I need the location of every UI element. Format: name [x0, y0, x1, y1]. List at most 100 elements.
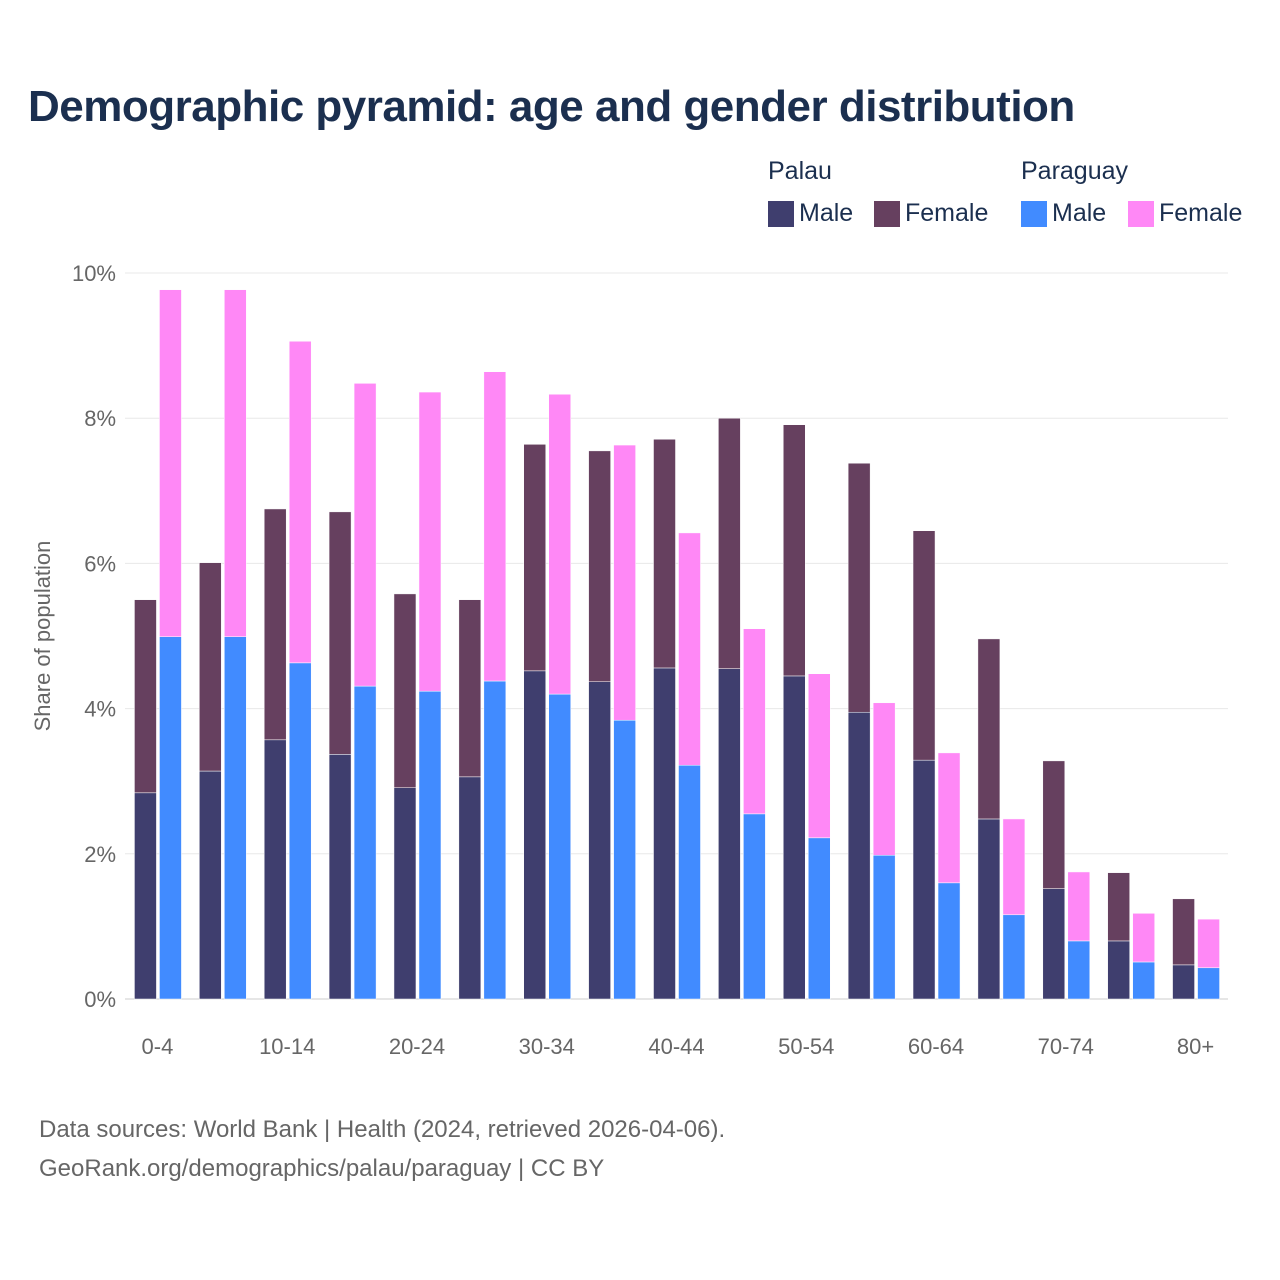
bar-paraguay-male-0-4 [159, 636, 182, 1000]
legend-group-paraguay: Paraguay [1021, 157, 1129, 185]
bar-paraguay-male-5-9 [224, 636, 247, 1000]
x-tick-label: 0-4 [142, 1034, 174, 1059]
legend-label: Male [1052, 199, 1107, 227]
bar-palau-male-60-64 [912, 759, 936, 1000]
bar-palau-male-30-34 [523, 670, 546, 1000]
bar-palau-male-55-59 [847, 711, 871, 1000]
bar-palau-male-65-69 [977, 818, 1001, 1000]
chart-title: Demographic pyramid: age and gender dist… [28, 82, 1075, 131]
legend-paraguay-male[interactable]: Male [1021, 199, 1106, 228]
bar-palau-female-55-59 [847, 462, 871, 713]
bar-palau-male-50-54 [783, 675, 806, 1000]
bar-palau-female-20-24 [393, 593, 417, 788]
footer-link[interactable]: GeoRank.org/demographics/palau/paraguay … [39, 1155, 605, 1182]
bar-paraguay-female-70-74 [1067, 871, 1091, 942]
x-tick-label: 40-44 [648, 1034, 704, 1059]
footer-sources: Data sources: World Bank | Health (2024,… [39, 1116, 726, 1143]
bar-palau-female-30-34 [523, 444, 546, 672]
bar-palau-male-75-79 [1107, 940, 1130, 1000]
bar-paraguay-male-40-44 [678, 764, 701, 1000]
y-axis-label: Share of population [30, 541, 55, 732]
y-tick-label: 0% [84, 987, 116, 1012]
bar-palau-male-80+ [1172, 964, 1195, 1000]
bar-palau-female-10-14 [263, 508, 287, 741]
bar-palau-male-70-74 [1042, 888, 1066, 1000]
legend-label: Male [799, 199, 854, 227]
bar-palau-male-10-14 [263, 739, 287, 1000]
x-tick-label: 70-74 [1038, 1034, 1094, 1059]
bar-palau-female-25-29 [458, 599, 482, 778]
bar-paraguay-male-35-39 [613, 719, 636, 1000]
bar-palau-male-15-19 [328, 754, 352, 1000]
bar-paraguay-male-30-34 [548, 693, 571, 1000]
bar-paraguay-male-80+ [1197, 967, 1220, 1000]
bar-palau-female-75-79 [1107, 872, 1130, 942]
bar-paraguay-male-60-64 [937, 882, 961, 1000]
bar-palau-female-15-19 [328, 511, 352, 755]
bar-palau-female-5-9 [199, 562, 222, 772]
bar-palau-male-45-49 [718, 668, 741, 1000]
bar-paraguay-female-0-4 [159, 289, 182, 637]
bar-palau-male-35-39 [588, 681, 611, 1000]
y-tick-label: 10% [72, 261, 116, 286]
bar-paraguay-male-65-69 [1002, 914, 1026, 1000]
bar-paraguay-female-25-29 [483, 371, 507, 682]
legend-group-palau: Palau [768, 157, 832, 185]
bar-palau-female-0-4 [134, 599, 157, 794]
x-tick-label: 10-14 [259, 1034, 315, 1059]
x-tick-label: 20-24 [389, 1034, 445, 1059]
bar-palau-female-50-54 [783, 424, 806, 677]
legend-label: Female [1159, 199, 1243, 227]
bar-paraguay-male-75-79 [1132, 961, 1155, 1000]
bar-paraguay-female-10-14 [288, 340, 312, 664]
bar-paraguay-male-20-24 [418, 690, 442, 1000]
legend-paraguay-female[interactable]: Female [1128, 199, 1242, 228]
bar-palau-female-60-64 [912, 530, 936, 761]
bar-paraguay-female-35-39 [613, 444, 636, 721]
bar-palau-male-5-9 [199, 770, 222, 1000]
x-tick-label: 60-64 [908, 1034, 964, 1059]
legend-swatch [1128, 200, 1154, 227]
bar-paraguay-male-50-54 [808, 837, 831, 1000]
bar-palau-female-80+ [1172, 898, 1195, 966]
y-tick-label: 6% [84, 551, 116, 576]
legend-label: Female [905, 199, 989, 227]
legend-swatch [874, 200, 900, 227]
bar-paraguay-female-65-69 [1002, 818, 1026, 916]
y-tick-label: 2% [84, 842, 116, 867]
legend-swatch [1021, 200, 1047, 227]
bar-palau-female-40-44 [653, 439, 676, 669]
bar-palau-male-0-4 [134, 792, 157, 1000]
x-tick-label: 50-54 [778, 1034, 834, 1059]
bar-paraguay-female-60-64 [937, 752, 961, 884]
y-tick-label: 8% [84, 406, 116, 431]
bar-palau-male-25-29 [458, 776, 482, 1000]
bar-paraguay-female-75-79 [1132, 913, 1155, 963]
bar-paraguay-female-5-9 [224, 289, 247, 637]
bar-paraguay-male-55-59 [872, 855, 896, 1000]
x-tick-label: 30-34 [519, 1034, 575, 1059]
legend-palau-female[interactable]: Female [874, 199, 988, 228]
legend-palau-male[interactable]: Male [768, 199, 853, 228]
bar-palau-male-40-44 [653, 667, 676, 1000]
bar-paraguay-female-40-44 [678, 532, 701, 766]
bar-paraguay-male-15-19 [353, 685, 377, 1000]
bar-palau-female-65-69 [977, 638, 1001, 820]
bar-palau-female-45-49 [718, 417, 741, 669]
bar-paraguay-female-80+ [1197, 918, 1220, 969]
bar-paraguay-female-20-24 [418, 391, 442, 692]
plot-area: Share of population 0% 2% 4% 6% 8% 10% 0-4 10-1… [30, 261, 1228, 1059]
bar-paraguay-female-30-34 [548, 393, 571, 695]
bar-paraguay-female-45-49 [743, 628, 766, 815]
bar-paraguay-male-70-74 [1067, 940, 1091, 1000]
bar-palau-male-20-24 [393, 787, 417, 1000]
legend-swatch [768, 200, 794, 227]
bar-palau-female-70-74 [1042, 760, 1066, 889]
bar-paraguay-male-45-49 [743, 813, 766, 1000]
y-tick-label: 4% [84, 697, 116, 722]
x-tick-label: 80+ [1177, 1034, 1214, 1059]
bar-paraguay-female-55-59 [872, 702, 896, 856]
bar-paraguay-male-10-14 [288, 662, 312, 1000]
bar-palau-female-35-39 [588, 450, 611, 682]
